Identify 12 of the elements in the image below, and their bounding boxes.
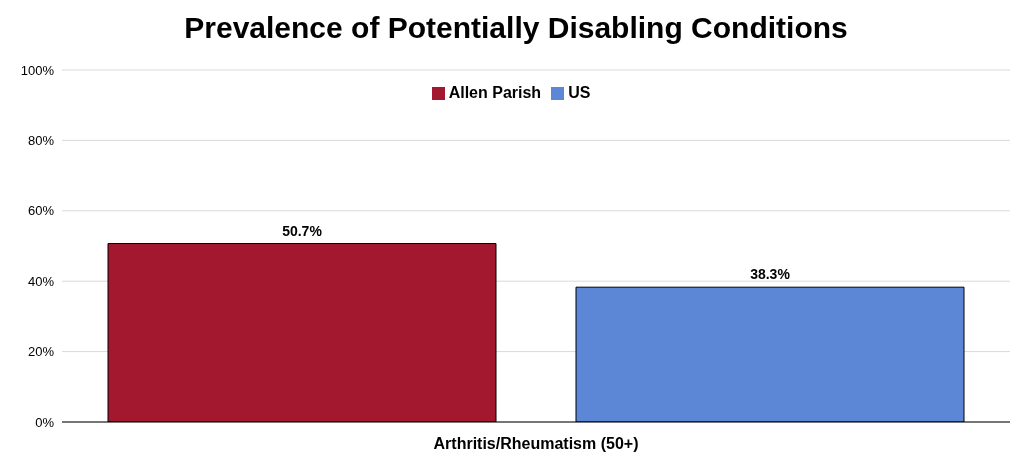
chart-title: Prevalence of Potentially Disabling Conditions (183, 10, 849, 46)
y-tick-label: 100% (20, 62, 55, 78)
y-tick-label: 60% (27, 203, 55, 219)
legend-label: Allen Parish (448, 84, 542, 101)
data-label: 38.3% (750, 266, 791, 283)
legend-label: US (568, 84, 591, 101)
y-tick-label: 20% (27, 344, 55, 360)
data-label: 50.7% (282, 222, 323, 239)
y-tick-label: 40% (27, 273, 55, 289)
y-tick-label: 0% (35, 414, 55, 430)
x-tick-label: Arthritis/Rheumatism (50+) (433, 435, 639, 453)
y-tick-label: 80% (27, 133, 55, 149)
